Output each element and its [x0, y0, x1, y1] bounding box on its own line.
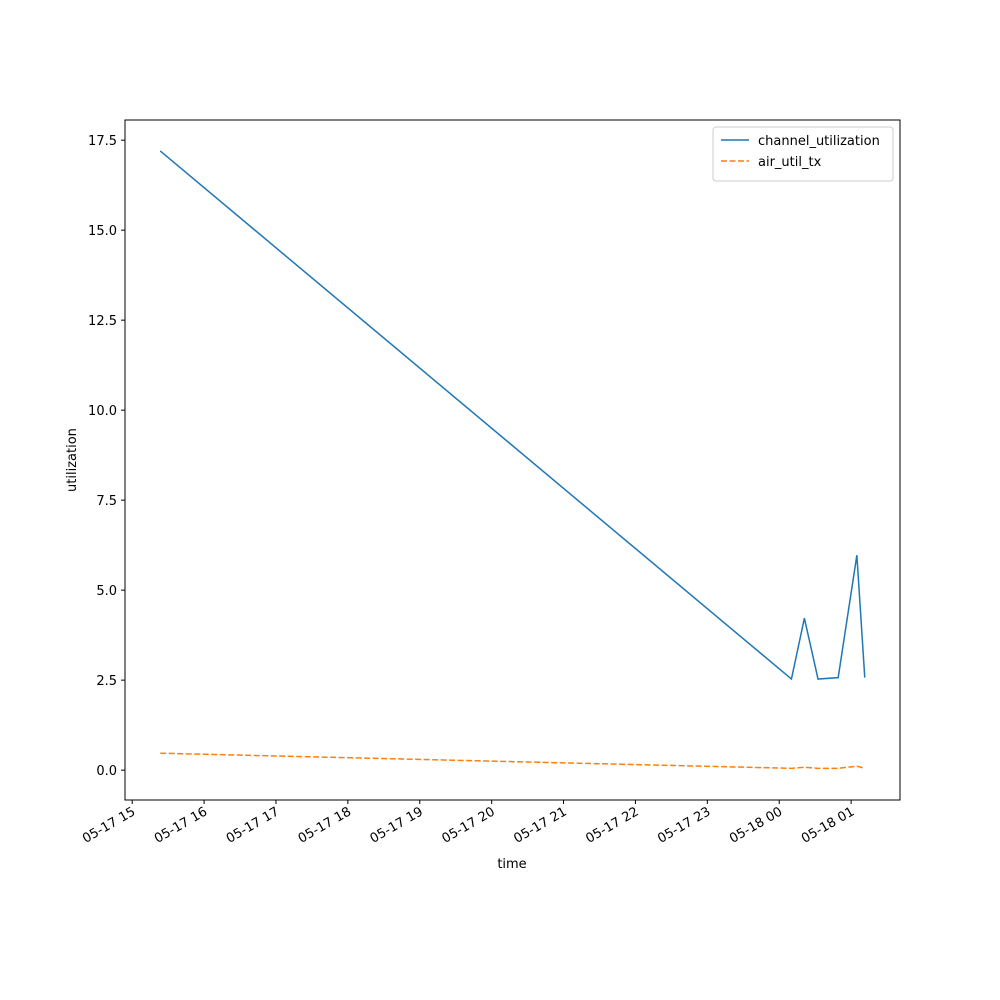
y-tick-label: 17.5: [88, 134, 117, 149]
y-tick-label: 2.5: [96, 674, 117, 689]
y-tick-label: 5.0: [96, 584, 117, 599]
y-tick-label: 15.0: [88, 224, 117, 239]
series-line: [160, 752, 865, 770]
legend-box: [712, 126, 894, 182]
y-tick-label: 12.5: [88, 314, 117, 329]
legend-label: air_util_tx: [758, 155, 822, 170]
y-axis-label: utilization: [65, 428, 80, 492]
y-tick-label: 7.5: [96, 494, 117, 509]
x-axis-label: time: [497, 857, 526, 872]
y-tick-label: 0.0: [96, 764, 117, 779]
legend-label: channel_utilization: [758, 134, 880, 149]
plot-frame: [124, 119, 901, 801]
y-tick-label: 10.0: [88, 404, 117, 419]
series-line: [159, 150, 866, 681]
